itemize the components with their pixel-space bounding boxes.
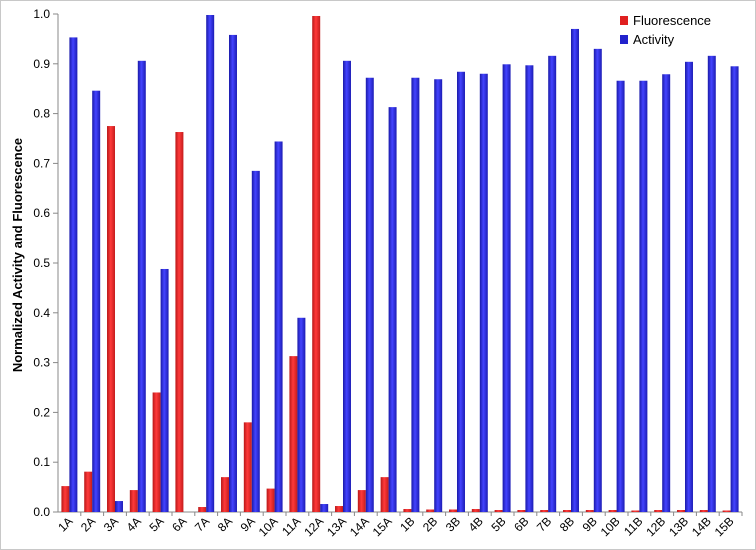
bar-fluorescence-14a [357, 490, 366, 512]
y-tick-label: 0.6 [33, 206, 50, 220]
bar-fluorescence-11b [631, 510, 640, 512]
bar-fluorescence-8b [563, 510, 571, 512]
y-tick-label: 0.0 [33, 505, 50, 519]
y-tick-label: 0.9 [33, 57, 50, 71]
bar-activity-9a [251, 170, 260, 512]
bar-fluorescence-2b [426, 509, 435, 512]
legend: Fluorescence Activity [620, 13, 711, 47]
bar-activity-5a [160, 268, 169, 512]
bar-fluorescence-2a [84, 471, 93, 512]
bar-fluorescence-7b [540, 510, 549, 512]
y-tick-label: 0.8 [33, 107, 50, 121]
bar-activity-2b [434, 79, 443, 512]
y-tick-label: 0.5 [33, 256, 50, 270]
bar-activity-8b [571, 28, 579, 512]
bar-fluorescence-7a [198, 507, 207, 512]
bar-activity-13b [685, 61, 693, 513]
y-axis-title: Normalized Activity and Fluorescence [10, 138, 25, 372]
bar-activity-6b [525, 65, 534, 512]
bar-fluorescence-6a [175, 132, 184, 512]
bar-fluorescence-4a [129, 490, 138, 512]
bar-fluorescence-3b [449, 509, 457, 512]
bar-fluorescence-5a [152, 392, 161, 512]
bar-fluorescence-6b [517, 510, 526, 512]
bar-fluorescence-4b [471, 509, 480, 512]
bar-activity-3b [457, 71, 465, 512]
bar-activity-11a [297, 317, 306, 512]
bar-fluorescence-15a [380, 477, 389, 512]
axes: 0.0 0.1 0.2 0.3 0.4 0.5 0.6 0.7 0.8 0.9 1.0 [33, 7, 743, 519]
bar-activity-3a [115, 501, 123, 512]
bar-activity-7a [206, 14, 215, 512]
bar-activity-11b [639, 80, 648, 513]
legend-swatch-fluorescence [620, 16, 628, 25]
bar-fluorescence-10a [266, 488, 275, 512]
y-tick-label: 0.3 [33, 356, 50, 370]
bar-activity-10b [616, 80, 625, 513]
bar-activity-4a [137, 60, 146, 512]
bar-fluorescence-14b [699, 510, 708, 512]
bars [61, 14, 739, 513]
legend-swatch-activity [620, 35, 628, 44]
y-tick-label: 0.4 [33, 306, 50, 320]
bar-fluorescence-12a [312, 15, 321, 512]
bar-activity-1a [69, 37, 78, 512]
y-tick-label: 0.2 [33, 405, 50, 419]
bar-fluorescence-9a [243, 422, 252, 512]
bar-fluorescence-11a [289, 356, 298, 512]
bar-fluorescence-1a [61, 486, 70, 512]
y-axis-title-group: Normalized Activity and Fluorescence [10, 138, 25, 372]
y-tick-label: 0.1 [33, 455, 50, 469]
bar-activity-10a [274, 141, 283, 512]
bar-activity-7b [548, 55, 557, 512]
legend-label-activity: Activity [633, 32, 675, 47]
bar-fluorescence-3a [107, 126, 115, 513]
y-tick-label: 0.7 [33, 156, 50, 170]
bar-fluorescence-9b [585, 510, 594, 512]
bar-fluorescence-12b [654, 510, 663, 512]
bar-fluorescence-1b [403, 509, 412, 512]
y-tick-label: 1.0 [33, 7, 50, 21]
bar-activity-15b [730, 66, 739, 512]
bar-activity-1b [411, 77, 420, 512]
bar-fluorescence-10b [608, 510, 617, 512]
bar-activity-12b [662, 74, 671, 513]
bar-activity-12a [320, 504, 329, 512]
bar-activity-15a [388, 107, 397, 512]
bar-activity-13a [343, 60, 351, 512]
bar-activity-8a [229, 34, 237, 512]
bar-fluorescence-15b [722, 510, 731, 512]
bar-fluorescence-5b [494, 510, 503, 512]
legend-label-fluorescence: Fluorescence [633, 13, 711, 28]
bar-activity-4b [479, 73, 488, 512]
bar-fluorescence-8a [221, 477, 229, 512]
bar-activity-14a [365, 77, 374, 512]
bar-fluorescence-13b [677, 510, 685, 512]
bar-activity-9b [593, 48, 602, 513]
bar-fluorescence-13a [335, 506, 343, 512]
bar-activity-2a [92, 90, 101, 512]
bar-activity-5b [502, 64, 511, 512]
bar-activity-14b [707, 55, 716, 512]
